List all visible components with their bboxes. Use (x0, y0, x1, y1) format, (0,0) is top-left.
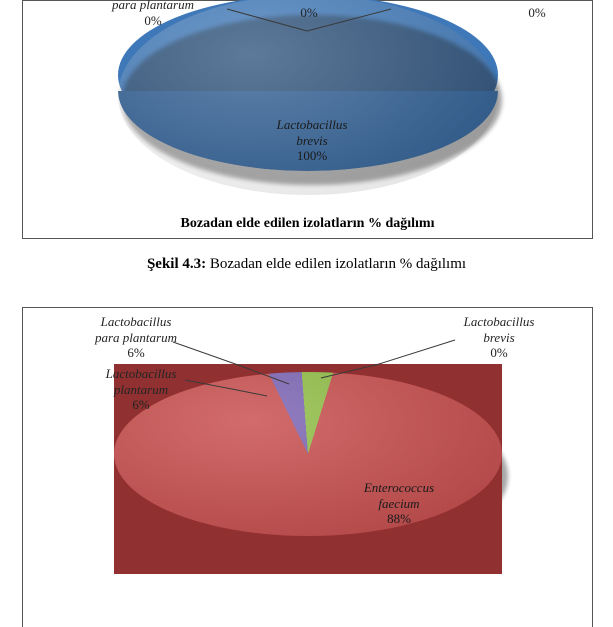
chart1-label-paraplantarum-line1: para plantarum (112, 0, 194, 12)
chart1-label-paraplantarum: para plantarum 0% (78, 0, 228, 28)
chart2-label-plantarum: Lactobacillus plantarum 6% (81, 366, 201, 413)
chart2-lpp-pct: 6% (127, 345, 144, 360)
chart2-lp-pct: 6% (132, 397, 149, 412)
chart2-lb-l2: brevis (483, 330, 514, 345)
chart1-label-center0: 0% (279, 5, 339, 21)
figure-caption-label: Şekil 4.3: (147, 256, 206, 272)
chart2-ef-l2: faecium (378, 496, 419, 511)
pie-1 (118, 0, 498, 195)
chart2-lp-l2: plantarum (114, 382, 168, 397)
page: para plantarum 0% 0% 0% Lactobacillus br… (0, 0, 613, 627)
chart2-lb-pct: 0% (490, 345, 507, 360)
chart1-title: Bozadan elde edilen izolatların % dağılı… (23, 216, 592, 232)
chart1-label-paraplantarum-pct: 0% (144, 13, 161, 28)
chart1-label-right0-pct: 0% (528, 5, 545, 20)
chart1-label-brevis-l1: Lactobacillus (277, 117, 348, 132)
chart1-label-center0-pct: 0% (300, 5, 317, 20)
figure-caption-text: Bozadan elde edilen izolatların % dağılı… (206, 256, 466, 272)
chart2-ef-l1: Enterococcus (364, 480, 434, 495)
chart1-label-brevis-l2: brevis (296, 133, 327, 148)
chart2-lb-l1: Lactobacillus (464, 314, 535, 329)
chart-second-pie: Lactobacillus para plantarum 6% Lactobac… (22, 307, 593, 627)
chart-boza-pie: para plantarum 0% 0% 0% Lactobacillus br… (22, 0, 593, 239)
chart2-label-faecium: Enterococcus faecium 88% (339, 480, 459, 527)
chart1-label-right0: 0% (507, 5, 567, 21)
chart2-ef-pct: 88% (387, 511, 411, 526)
chart2-lp-l1: Lactobacillus (106, 366, 177, 381)
chart1-label-brevis-pct: 100% (297, 148, 327, 163)
figure-caption: Şekil 4.3: Bozadan elde edilen izolatlar… (0, 256, 613, 273)
chart2-label-brevis: Lactobacillus brevis 0% (439, 314, 559, 361)
chart2-lpp-l2: para plantarum (95, 330, 177, 345)
chart1-label-brevis: Lactobacillus brevis 100% (257, 117, 367, 164)
chart2-label-paraplantarum: Lactobacillus para plantarum 6% (71, 314, 201, 361)
chart2-lpp-l1: Lactobacillus (101, 314, 172, 329)
